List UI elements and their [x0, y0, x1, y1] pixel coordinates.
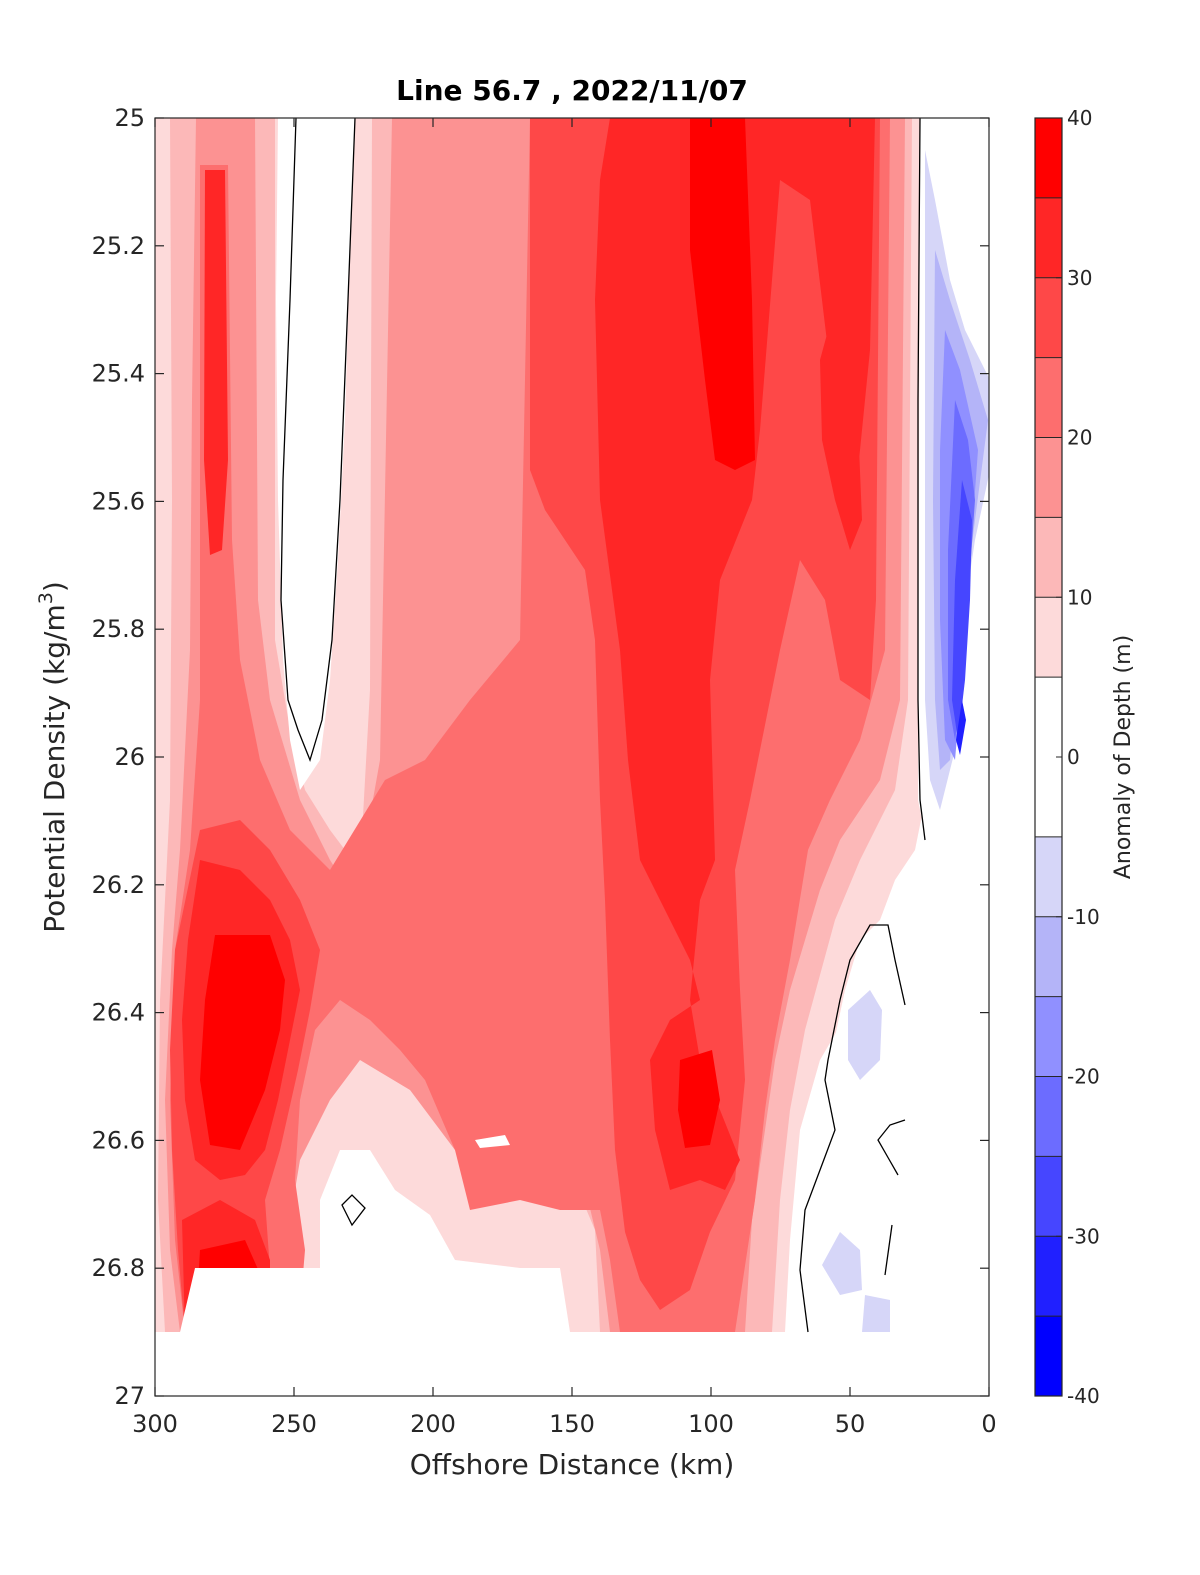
y-tick-label: 25.6 [92, 487, 145, 515]
contour-fill-white-offshore [276, 118, 355, 790]
zero-contour-line-offshore [280, 118, 356, 762]
y-tick-label: 26.2 [92, 871, 145, 899]
colorbar-band [1035, 1316, 1062, 1396]
x-axis-ticks: 300 250 200 150 100 50 0 [132, 118, 997, 1438]
colorbar-tick-label: 20 [1067, 426, 1092, 450]
colorbar-tick-label: -10 [1067, 905, 1100, 929]
y-axis-title-superscript: 3 [35, 592, 57, 604]
zero-contour-line-short-1 [877, 1119, 906, 1176]
colorbar-band [1035, 357, 1062, 438]
y-axis-title-main: Potential Density (kg/m [38, 604, 71, 933]
y-tick-label: 25 [114, 104, 145, 132]
colorbar-band [1035, 996, 1062, 1077]
colorbar-band [1035, 1236, 1062, 1317]
colorbar-ticks: -40 -30 -20 -10 0 10 20 30 40 [1056, 106, 1100, 1408]
y-axis-title: Potential Density (kg/m3) [35, 581, 71, 933]
y-tick-label: 26.4 [92, 999, 145, 1027]
y-tick-label: 25.4 [92, 360, 145, 388]
colorbar-band [1035, 597, 1062, 678]
colorbar-band [1035, 277, 1062, 358]
colorbar-band [1035, 517, 1062, 598]
x-tick-label: 250 [271, 1410, 317, 1438]
colorbar-band [1035, 437, 1062, 518]
colorbar-band [1035, 916, 1062, 997]
x-tick-label: 100 [688, 1410, 734, 1438]
colorbar-band [1035, 197, 1062, 278]
chart-title: Line 56.7 , 2022/11/07 [396, 74, 748, 107]
zero-contour-line-short-2 [884, 1224, 893, 1276]
colorbar-tick-label: 30 [1067, 266, 1092, 290]
y-tick-label: 25.8 [92, 615, 145, 643]
colorbar-band [1035, 1076, 1062, 1157]
colorbar-band [1035, 1156, 1062, 1237]
colorbar-tick-label: -40 [1067, 1384, 1100, 1408]
y-tick-label: 27 [114, 1382, 145, 1410]
x-axis-title: Offshore Distance (km) [410, 1448, 735, 1481]
y-tick-label: 26.6 [92, 1126, 145, 1154]
x-tick-label: 300 [132, 1410, 178, 1438]
contour-fill-white-lower [180, 1135, 570, 1332]
x-tick-label: 50 [835, 1410, 866, 1438]
zero-contour-line-nearshore [917, 118, 926, 841]
colorbar-tick-label: 10 [1067, 585, 1092, 609]
plot-area [155, 118, 989, 1396]
colorbar-tick-label: 0 [1067, 745, 1080, 769]
y-axis-title-suffix: ) [38, 581, 71, 592]
y-tick-label: 25.2 [92, 232, 145, 260]
zero-contour-line-loop [341, 1194, 366, 1227]
colorbar-band [1035, 836, 1062, 917]
colorbar [1035, 118, 1062, 1396]
colorbar-title: Anomaly of Depth (m) [1111, 635, 1136, 879]
y-tick-label: 26 [114, 743, 145, 771]
colorbar-tick-label: -30 [1067, 1224, 1100, 1248]
colorbar-tick-label: -20 [1067, 1065, 1100, 1089]
y-axis-ticks: 25 25.2 25.4 25.6 25.8 26 26.2 26.4 26.6 26.8 27 [92, 104, 989, 1410]
colorbar-tick-label: 40 [1067, 106, 1092, 130]
zero-contour-line-coastal-dip [799, 924, 906, 1333]
contour-fill-neg-25 [952, 480, 972, 740]
contour-fill-neg-30 [956, 700, 966, 755]
colorbar-band [1035, 118, 1062, 198]
contour-fill-30-35 [182, 118, 875, 1332]
contour-fill-35-40 [195, 118, 755, 1332]
x-tick-label: 150 [549, 1410, 595, 1438]
x-tick-label: 200 [410, 1410, 456, 1438]
y-tick-label: 26.8 [92, 1254, 145, 1282]
x-tick-label: 0 [981, 1410, 996, 1438]
